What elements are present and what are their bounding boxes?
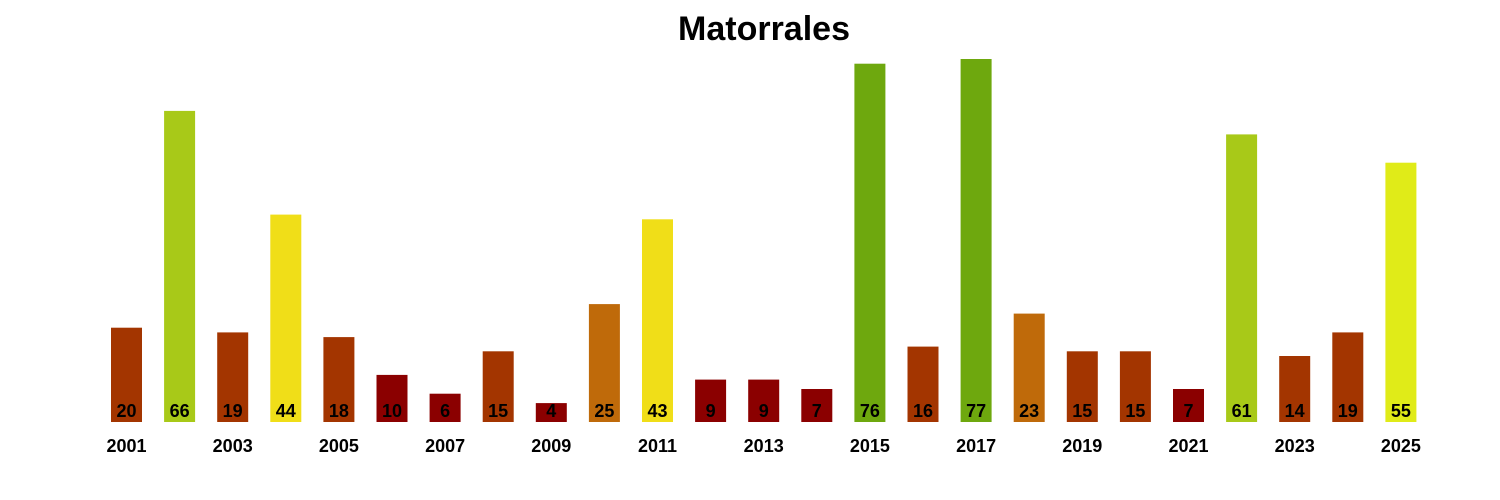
bar-2017 xyxy=(960,59,992,422)
data-label-2025: 55 xyxy=(1391,401,1411,421)
bar-2008 xyxy=(482,351,514,422)
x-tick-label-2003: 2003 xyxy=(213,436,253,456)
data-label-2004: 44 xyxy=(276,401,296,421)
bar-2025 xyxy=(1385,162,1417,422)
bar-2004 xyxy=(270,214,302,422)
chart-title: Matorrales xyxy=(678,10,850,48)
data-label-2018: 23 xyxy=(1019,401,1039,421)
bar-2009 xyxy=(535,403,567,422)
bar-2002 xyxy=(164,110,196,423)
data-label-2010: 25 xyxy=(594,401,614,421)
data-label-2024: 19 xyxy=(1338,401,1358,421)
bar-2021 xyxy=(1173,389,1204,422)
bar-2024 xyxy=(1332,332,1364,422)
data-label-2008: 15 xyxy=(488,401,508,421)
x-tick-label-2025: 2025 xyxy=(1381,436,1421,456)
x-tick-label-2005: 2005 xyxy=(319,436,359,456)
data-label-2014: 7 xyxy=(812,401,822,421)
x-tick-label-2007: 2007 xyxy=(425,436,465,456)
data-labels-layer: 20 66 19 44 18 10 6 15 4 25 43 9 9 7 76 16 77 23 15 15 7 61 14… xyxy=(116,401,1410,421)
data-label-2015: 76 xyxy=(860,401,880,421)
bar-2003 xyxy=(217,332,249,422)
bar-2007 xyxy=(429,393,461,422)
x-tick-label-2023: 2023 xyxy=(1275,436,1315,456)
bar-2018 xyxy=(1013,313,1045,422)
bar-2010 xyxy=(588,304,620,422)
data-label-2001: 20 xyxy=(116,401,136,421)
bar-2012 xyxy=(695,379,727,422)
bar-2020 xyxy=(1119,351,1151,422)
bar-2006 xyxy=(376,374,408,422)
x-tick-label-2019: 2019 xyxy=(1062,436,1102,456)
x-tick-label-2021: 2021 xyxy=(1168,436,1208,456)
bar-2015 xyxy=(854,63,886,422)
data-label-2006: 10 xyxy=(382,401,402,421)
bar-2016 xyxy=(907,346,939,422)
x-tick-label-2017: 2017 xyxy=(956,436,996,456)
data-label-2017: 77 xyxy=(966,401,986,421)
x-tick-label-2001: 2001 xyxy=(106,436,146,456)
x-tick-label-2011: 2011 xyxy=(638,436,677,456)
data-label-2011: 43 xyxy=(647,401,667,421)
bar-2005 xyxy=(323,337,355,422)
data-label-2016: 16 xyxy=(913,401,933,421)
x-tick-labels-layer: 2001 2003 2005 2007 2009 2011 2013 2015 2017 2019… xyxy=(106,436,1420,456)
data-label-2009: 4 xyxy=(546,401,556,421)
data-label-2023: 14 xyxy=(1285,401,1305,421)
bar-2011 xyxy=(642,219,673,422)
data-label-2013: 9 xyxy=(759,401,769,421)
bars-layer xyxy=(111,59,1417,423)
data-label-2021: 7 xyxy=(1183,401,1193,421)
data-label-2019: 15 xyxy=(1072,401,1092,421)
bar-2019 xyxy=(1066,351,1098,422)
data-label-2022: 61 xyxy=(1232,401,1252,421)
data-label-2005: 18 xyxy=(329,401,349,421)
bar-2013 xyxy=(748,379,780,422)
data-label-2020: 15 xyxy=(1125,401,1145,421)
bar-2014 xyxy=(801,389,833,422)
x-tick-label-2009: 2009 xyxy=(531,436,571,456)
data-label-2012: 9 xyxy=(706,401,716,421)
data-label-2002: 66 xyxy=(170,401,190,421)
bar-2023 xyxy=(1279,356,1311,422)
bar-2022 xyxy=(1226,134,1258,422)
data-label-2003: 19 xyxy=(223,401,243,421)
data-label-2007: 6 xyxy=(440,401,450,421)
x-tick-label-2013: 2013 xyxy=(744,436,784,456)
x-tick-label-2015: 2015 xyxy=(850,436,890,456)
bar-2001 xyxy=(111,327,142,422)
